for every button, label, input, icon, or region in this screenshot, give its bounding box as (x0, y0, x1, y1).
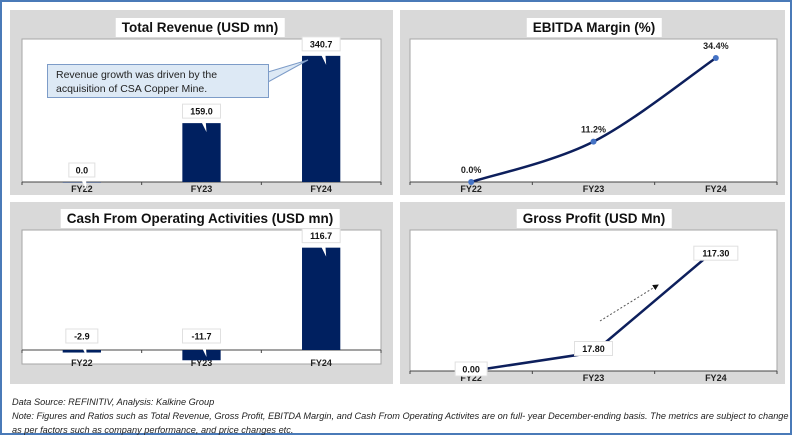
data-label-fy22: -2.9 (65, 328, 99, 357)
data-label-fy24-box (301, 228, 341, 244)
data-label-fy24-text: 117.30 (702, 249, 729, 259)
gross-profit-chart: FY22 FY23 FY24 0.00 17.80 117.30 (409, 229, 778, 383)
data-label-fy22: 0.00 (454, 361, 488, 377)
data-label-fy24-text: 116.7 (310, 231, 332, 241)
x-tick-label-fy23: FY23 (583, 373, 605, 383)
x-tick-label-fy22: FY22 (460, 373, 482, 383)
data-label-fy23: 11.2% (581, 125, 606, 135)
data-label-fy23-box (574, 341, 613, 357)
revenue-annotation-callout: Revenue growth was driven by the acquisi… (47, 64, 269, 98)
data-label-fy22-tail (79, 177, 87, 191)
data-label-fy23-box (182, 328, 221, 344)
data-label-fy23: 17.80 (574, 341, 613, 357)
x-tick-label-fy23: FY23 (191, 358, 213, 368)
data-label-fy23: -11.7 (182, 328, 221, 357)
data-label-fy22-text: -2.9 (74, 332, 90, 342)
data-label-fy24-box (301, 36, 341, 52)
data-label-fy22-text: 0.0 (76, 166, 89, 176)
x-tick-label-fy24: FY24 (705, 373, 727, 383)
data-label-fy22: 0.0% (461, 165, 482, 175)
trend-arrow-icon (599, 284, 659, 322)
data-label-fy24-tail (319, 242, 327, 257)
data-label-fy24-tail (319, 50, 327, 65)
bar-fy23 (182, 123, 221, 182)
x-tick-label-fy22: FY22 (71, 358, 93, 368)
data-label-fy23-text: 159.0 (190, 107, 213, 117)
x-tick-label-fy24: FY24 (310, 358, 332, 368)
x-tick-label-fy24: FY24 (705, 184, 727, 194)
x-tick-label-fy22: FY22 (460, 184, 482, 194)
data-point-fy24 (712, 54, 719, 61)
revenue-chart: FY22 FY23 FY24 0.0 159.0 340.7 (21, 36, 382, 194)
plot-area (409, 38, 778, 183)
data-label-fy22-box (65, 328, 99, 344)
data-label-fy22-tail (79, 343, 87, 357)
footer: Data Source: REFINITIV, Analysis: Kalkin… (12, 395, 790, 435)
x-tick-label-fy23: FY23 (583, 184, 605, 194)
cfo-chart-title: Cash From Operating Activities (USD mn) (60, 209, 340, 228)
cfo-chart-panel: FY22 FY23 FY24 -2.9 -11.7 116.7 Cash From Ope… (10, 202, 393, 384)
ebitda-chart-title: EBITDA Margin (%) (526, 18, 662, 37)
data-label-fy24: 117.30 (693, 245, 739, 261)
data-label-fy22: 0.0 (68, 162, 96, 191)
data-label-fy24: 116.7 (301, 228, 341, 257)
gross-profit-chart-panel: FY22 FY23 FY24 0.00 17.80 117.30 Gross Profit… (400, 202, 785, 384)
data-label-fy23-text: -11.7 (191, 332, 211, 342)
bar-fy23 (182, 350, 221, 361)
data-label-fy24-text: 340.7 (310, 39, 333, 49)
revenue-chart-panel: FY22 FY23 FY24 0.0 159.0 340.7 Total Revenue … (10, 10, 393, 195)
bar-fy22 (62, 350, 101, 353)
bar-fy24 (302, 55, 341, 182)
data-label-fy24-box (693, 245, 739, 261)
x-tick-label-fy22: FY22 (71, 184, 93, 194)
data-source-text: Data Source: REFINITIV, Analysis: Kalkin… (12, 397, 215, 407)
data-label-fy24: 340.7 (301, 36, 341, 65)
data-label-fy23-text: 17.80 (582, 344, 605, 354)
data-label-fy22-text: 0.00 (462, 365, 480, 375)
data-label-fy22-box (68, 162, 96, 178)
ebitda-chart: FY22 FY23 FY24 0.0% 11.2% 34.4% (409, 38, 778, 194)
revenue-chart-title: Total Revenue (USD mn) (115, 18, 285, 37)
data-label-fy23: 159.0 (182, 103, 221, 133)
data-point-fy22 (468, 179, 475, 185)
data-label-fy23-tail (199, 118, 207, 133)
x-tick-label-fy24: FY24 (310, 184, 332, 194)
note-text: Note: Figures and Ratios such as Total R… (12, 411, 789, 435)
data-label-fy23-tail (199, 343, 207, 357)
gross-profit-chart-title: Gross Profit (USD Mn) (516, 209, 672, 228)
data-label-fy22-box (454, 361, 488, 377)
x-tick-label-fy23: FY23 (191, 184, 213, 194)
bar-fy24 (302, 247, 341, 350)
cfo-chart: FY22 FY23 FY24 -2.9 -11.7 116.7 (21, 228, 382, 368)
data-point-fy23 (590, 138, 597, 145)
bar-fy22 (62, 182, 101, 183)
data-label-fy24: 34.4% (703, 41, 729, 51)
ebitda-chart-panel: FY22 FY23 FY24 0.0% 11.2% 34.4% EBITDA Margin… (400, 10, 785, 195)
data-label-fy23-box (182, 103, 221, 119)
